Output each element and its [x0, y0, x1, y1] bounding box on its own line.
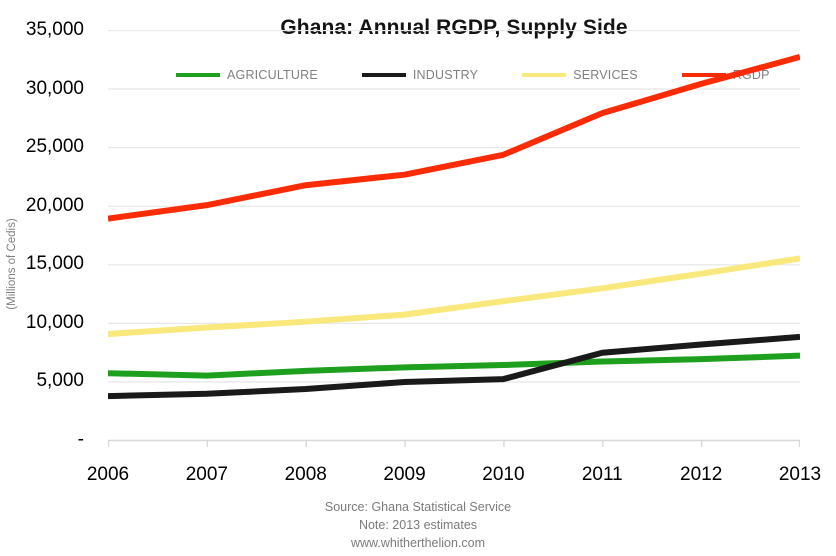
- x-axis-tick-label: 2008: [284, 464, 327, 485]
- plot-area: [108, 30, 800, 447]
- legend-label-agriculture: AGRICULTURE: [227, 68, 318, 82]
- y-axis-tick-label: 20,000: [25, 194, 84, 216]
- x-axis-tick-label: 2006: [86, 464, 130, 485]
- x-axis-tick-label: 2013: [778, 464, 822, 485]
- x-axis: 2006 2007 2008 2009 2010 2011 2012 2013: [87, 440, 821, 486]
- legend-swatch-rgdp: [681, 73, 726, 77]
- legend-item-services[interactable]: SERVICES: [522, 68, 638, 82]
- legend-swatch-services: [522, 73, 567, 77]
- y-axis-tick-label: 25,000: [25, 136, 84, 158]
- chart-title: Ghana: Annual RGDP, Supply Side: [280, 16, 628, 39]
- x-axis-tick-label: 2010: [482, 464, 525, 485]
- legend-swatch-agriculture: [176, 73, 220, 77]
- footer-source: Source: Ghana Statistical Service: [324, 500, 512, 514]
- footer-note: Note: 2013 estimates: [358, 518, 478, 532]
- y-axis-tick-label: 5,000: [36, 370, 84, 392]
- legend-item-industry[interactable]: INDUSTRY: [361, 68, 479, 82]
- chart-footer: Source: Ghana Statistical Service Note: …: [0, 498, 836, 552]
- y-axis-tick-label: 35,000: [25, 19, 84, 40]
- plot-svg: [108, 30, 800, 447]
- series-line-industry[interactable]: [108, 333, 800, 400]
- x-axis-tick-label: 2011: [581, 464, 623, 485]
- y-axis-title: (Millions of Cedis): [6, 218, 18, 310]
- series-line-services[interactable]: [108, 255, 800, 337]
- y-axis: 35,000 30,000 25,000 20,000 15,000 10,000 5,00…: [0, 19, 96, 450]
- y-axis-tick-label: 15,000: [25, 253, 84, 275]
- series-line-agriculture[interactable]: [108, 352, 800, 379]
- x-axis-tick-label: 2012: [680, 464, 723, 485]
- legend-swatch-industry: [361, 73, 406, 77]
- y-axis-tick-label: 30,000: [25, 77, 84, 99]
- y-axis-tick-label: -: [77, 429, 84, 450]
- x-axis-tick-label: 2007: [185, 464, 228, 485]
- footer-website: www.whitherthelion.com: [350, 536, 486, 550]
- legend-item-agriculture[interactable]: AGRICULTURE: [176, 68, 318, 82]
- x-axis-tick-label: 2009: [383, 464, 426, 485]
- series-line-rgdp[interactable]: [108, 54, 800, 222]
- legend-label-industry: INDUSTRY: [412, 68, 479, 82]
- y-axis-tick-label: 10,000: [25, 311, 84, 333]
- legend-label-services: SERVICES: [573, 68, 638, 82]
